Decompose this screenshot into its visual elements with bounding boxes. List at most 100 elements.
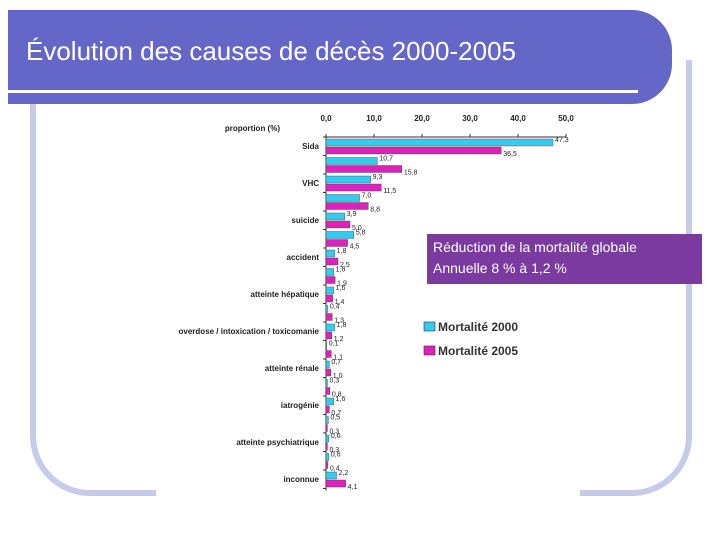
data-label: 1,6 xyxy=(336,267,346,274)
title-underline xyxy=(8,90,638,93)
bar-2000 xyxy=(325,434,330,443)
data-label: 0,5 xyxy=(330,415,340,422)
bar-2000 xyxy=(325,194,360,202)
bar-2005 xyxy=(325,387,331,395)
bar-2000 xyxy=(325,305,329,313)
callout-line-2: Annuelle 8 % à 1,2 % xyxy=(433,260,567,276)
category-label: atteinte rénale xyxy=(265,364,320,373)
bar-2005 xyxy=(325,442,328,451)
data-label: 2,2 xyxy=(339,470,349,477)
data-label: 2,5 xyxy=(340,262,350,269)
callout-line-1: Réduction de la mortalité globale xyxy=(433,239,637,255)
x-tick-label: 10,0 xyxy=(366,114,382,123)
bar-2000 xyxy=(325,157,378,165)
data-label: 0,4 xyxy=(330,304,340,311)
x-tick-label: 30,0 xyxy=(462,114,478,123)
bar-2005 xyxy=(325,183,382,192)
data-label: 11,5 xyxy=(383,188,396,195)
bar-2000 xyxy=(325,416,329,424)
bar-2005 xyxy=(325,239,348,247)
data-label: 1,8 xyxy=(337,248,347,255)
data-label: 0,6 xyxy=(331,452,341,459)
data-label: 1,1 xyxy=(333,355,343,362)
data-label: 3,9 xyxy=(347,211,357,218)
data-label: 47,3 xyxy=(555,137,569,144)
data-label: 5,8 xyxy=(356,230,366,237)
data-label: 1,6 xyxy=(336,285,346,292)
category-label: overdose / intoxication / toxicomanie xyxy=(179,327,320,336)
legend-label-2000: Mortalité 2000 xyxy=(438,320,518,334)
category-label: iatrogénie xyxy=(281,401,320,410)
data-label: 0,1 xyxy=(329,341,339,348)
data-label: 1,9 xyxy=(337,281,347,288)
slide-frame-left xyxy=(30,60,156,496)
bar-2005 xyxy=(325,424,328,432)
data-label: 1,4 xyxy=(335,299,345,306)
bar-2005 xyxy=(325,331,332,340)
bar-2000 xyxy=(325,453,330,461)
data-label: 4,1 xyxy=(348,484,358,491)
data-label: 8,8 xyxy=(370,207,380,214)
bar-2000 xyxy=(325,249,335,258)
x-tick-label: 20,0 xyxy=(414,114,430,123)
bar-2000 xyxy=(325,360,330,369)
bar-2005 xyxy=(325,220,351,229)
category-label: atteinte psychiatrique xyxy=(236,438,319,447)
data-label: 0,4 xyxy=(330,466,340,473)
legend-swatch-2005 xyxy=(423,345,436,356)
data-label: 0,7 xyxy=(331,410,341,417)
bar-2005 xyxy=(325,276,336,284)
title-banner xyxy=(8,10,672,104)
bar-2005 xyxy=(325,165,403,173)
bar-2005 xyxy=(325,368,332,377)
bar-2005 xyxy=(325,146,502,155)
x-tick-label: 0,0 xyxy=(320,114,332,123)
data-label: 1,8 xyxy=(337,322,347,329)
bar-2000 xyxy=(325,175,371,184)
data-label: 1,0 xyxy=(333,373,343,380)
data-label: 0,7 xyxy=(331,359,341,366)
category-label: Sida xyxy=(302,142,319,151)
data-label: 10,7 xyxy=(379,156,393,163)
data-label: 1,6 xyxy=(336,396,346,403)
category-label: atteinte hépatique xyxy=(251,290,320,299)
data-label: 1,3 xyxy=(334,318,344,325)
data-label: 15,8 xyxy=(404,170,418,177)
bar-2000 xyxy=(325,212,345,221)
bar-2000 xyxy=(325,471,337,480)
bar-2005 xyxy=(325,202,369,210)
data-label: 1,2 xyxy=(334,336,344,343)
bar-2000 xyxy=(325,231,355,239)
mortality-callout: Réduction de la mortalité globale Annuel… xyxy=(427,234,702,284)
bar-2005 xyxy=(325,313,333,321)
data-label: 4,5 xyxy=(350,244,360,251)
data-label: 0,6 xyxy=(331,433,341,440)
data-label: 0,3 xyxy=(329,429,339,436)
axis-label: proportion (%) xyxy=(225,124,280,133)
data-label: 0,8 xyxy=(332,392,342,399)
bar-2000 xyxy=(325,268,334,276)
bar-2005 xyxy=(325,479,346,488)
bar-2000 xyxy=(325,138,554,147)
data-label: 7,0 xyxy=(362,193,372,200)
data-label: 9,3 xyxy=(373,174,383,181)
bar-2005 xyxy=(325,350,332,358)
legend-swatch-2000 xyxy=(423,321,436,332)
data-label: 0,3 xyxy=(329,447,339,454)
bar-2005 xyxy=(325,257,339,266)
bar-2000 xyxy=(325,323,335,332)
data-label: 0,3 xyxy=(329,378,339,385)
data-label: 5,0 xyxy=(352,225,362,232)
category-label: VHC xyxy=(302,179,319,188)
x-tick-label: 40,0 xyxy=(510,114,526,123)
legend-label-2005: Mortalité 2005 xyxy=(438,344,518,358)
slide-title: Évolution des causes de décès 2000-2005 xyxy=(26,36,517,66)
category-label: inconnue xyxy=(283,475,319,484)
x-tick-label: 50,0 xyxy=(558,114,574,123)
bar-2000 xyxy=(325,342,328,350)
legend: Mortalité 2000 Mortalité 2005 xyxy=(423,320,518,358)
bar-2000 xyxy=(325,397,334,406)
bar-2005 xyxy=(325,294,333,303)
data-label: 36,5 xyxy=(503,151,517,158)
